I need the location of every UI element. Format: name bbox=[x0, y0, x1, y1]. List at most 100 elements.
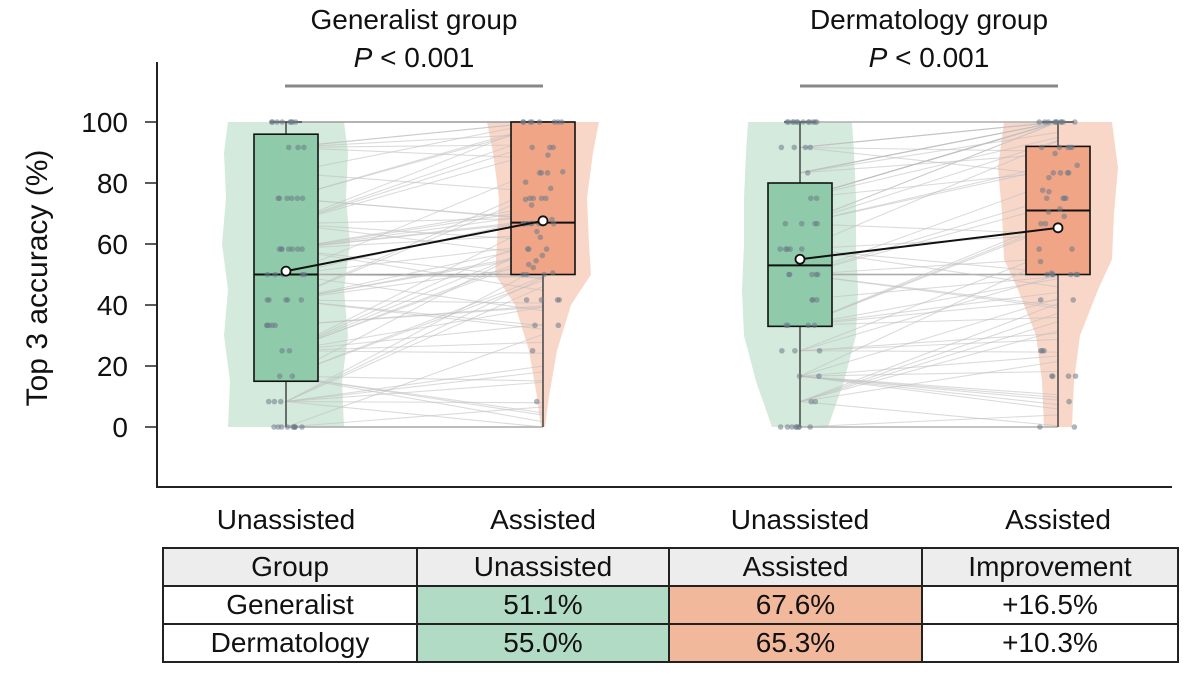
table-header-cell: Unassisted bbox=[416, 547, 670, 587]
pair-line bbox=[285, 248, 544, 280]
data-point bbox=[1064, 170, 1071, 176]
data-point bbox=[812, 398, 819, 405]
pair-line bbox=[799, 153, 1059, 174]
pair-line bbox=[285, 121, 544, 225]
pair-line bbox=[285, 172, 544, 193]
pair-line bbox=[285, 323, 544, 352]
table-cell-assisted: 67.6% bbox=[668, 585, 923, 625]
pair-line bbox=[799, 375, 1059, 406]
table-row: Dermatology 55.0% 65.3% +10.3% bbox=[162, 623, 1179, 663]
data-point bbox=[268, 119, 275, 125]
data-point bbox=[1037, 297, 1044, 303]
data-point bbox=[283, 297, 289, 303]
data-point bbox=[784, 424, 791, 430]
pair-line bbox=[799, 312, 1059, 403]
y-axis-title: Top 3 accuracy (%) bbox=[21, 150, 54, 407]
p-value-dermatology: P < 0.001 bbox=[869, 42, 990, 73]
panel-title-dermatology: Dermatology group bbox=[810, 4, 1048, 35]
pair-line bbox=[799, 375, 1059, 399]
pair-line bbox=[799, 274, 1059, 352]
data-point bbox=[271, 424, 277, 430]
table-cell-group: Dermatology bbox=[162, 623, 418, 663]
pair-line bbox=[285, 241, 544, 377]
pair-line bbox=[799, 203, 1059, 276]
table-cell-unassisted: 51.1% bbox=[416, 585, 670, 625]
data-point bbox=[1061, 195, 1068, 202]
data-point bbox=[289, 373, 296, 379]
pair-line bbox=[285, 133, 544, 225]
data-point bbox=[299, 195, 306, 202]
data-point bbox=[1046, 174, 1052, 181]
data-point bbox=[529, 119, 535, 125]
pair-line bbox=[285, 146, 544, 160]
pair-line bbox=[799, 275, 1059, 301]
data-point bbox=[1057, 206, 1063, 212]
y-tick-label: 80 bbox=[97, 168, 128, 199]
data-point bbox=[1050, 170, 1057, 176]
data-point bbox=[544, 170, 551, 176]
data-point bbox=[538, 297, 545, 303]
pair-line bbox=[285, 365, 544, 403]
pair-line bbox=[285, 220, 544, 250]
pair-line bbox=[799, 170, 1059, 199]
data-point bbox=[264, 297, 271, 303]
mean-connector bbox=[799, 226, 1059, 261]
pair-line bbox=[285, 121, 544, 174]
data-point bbox=[525, 261, 532, 268]
data-point bbox=[809, 271, 815, 278]
data-point bbox=[537, 234, 544, 241]
data-point bbox=[789, 119, 796, 125]
data-point bbox=[284, 424, 291, 430]
pair-line bbox=[799, 136, 1059, 199]
pair-line bbox=[799, 298, 1059, 377]
pair-line bbox=[285, 265, 544, 403]
data-point bbox=[285, 144, 292, 151]
table-cell-improvement: +10.3% bbox=[921, 623, 1179, 663]
data-point bbox=[1072, 119, 1078, 125]
data-point bbox=[555, 322, 562, 329]
pair-line bbox=[799, 360, 1059, 403]
x-category-label: Unassisted bbox=[217, 504, 356, 535]
x-category-label: Unassisted bbox=[731, 504, 870, 535]
data-point bbox=[813, 271, 819, 278]
pair-line bbox=[285, 401, 544, 428]
data-point bbox=[808, 195, 814, 202]
data-point bbox=[1071, 424, 1078, 430]
data-point bbox=[813, 195, 820, 202]
data-point bbox=[1067, 271, 1074, 278]
data-point bbox=[533, 398, 540, 405]
mean-marker bbox=[1052, 222, 1064, 234]
pair-line bbox=[285, 121, 544, 148]
data-point bbox=[805, 322, 811, 329]
data-point bbox=[1043, 195, 1050, 202]
pair-line bbox=[285, 306, 544, 352]
data-point bbox=[530, 264, 537, 271]
data-point bbox=[286, 347, 293, 354]
pair-line bbox=[285, 167, 544, 276]
data-point bbox=[805, 119, 812, 125]
data-point bbox=[299, 246, 305, 252]
pair-line bbox=[285, 279, 544, 377]
data-point bbox=[1067, 144, 1073, 151]
data-point bbox=[1041, 347, 1047, 354]
data-point bbox=[1044, 271, 1050, 278]
pair-line bbox=[285, 273, 544, 278]
y-tick-label: 40 bbox=[97, 290, 128, 321]
data-point bbox=[800, 119, 806, 125]
pair-line bbox=[799, 131, 1059, 174]
table-header-row: Group Unassisted Assisted Improvement bbox=[162, 547, 1179, 587]
data-point bbox=[547, 185, 554, 192]
pair-line bbox=[799, 146, 1059, 152]
p-symbol: P bbox=[354, 42, 373, 73]
data-point bbox=[528, 202, 535, 208]
pair-line bbox=[799, 330, 1059, 403]
data-point bbox=[264, 271, 271, 278]
data-point bbox=[1036, 119, 1043, 125]
box-unassisted bbox=[253, 133, 319, 383]
y-tick-label: 60 bbox=[97, 229, 128, 260]
data-point bbox=[301, 144, 307, 151]
pair-line bbox=[285, 264, 544, 301]
data-point bbox=[804, 170, 811, 176]
data-point bbox=[1045, 209, 1052, 215]
